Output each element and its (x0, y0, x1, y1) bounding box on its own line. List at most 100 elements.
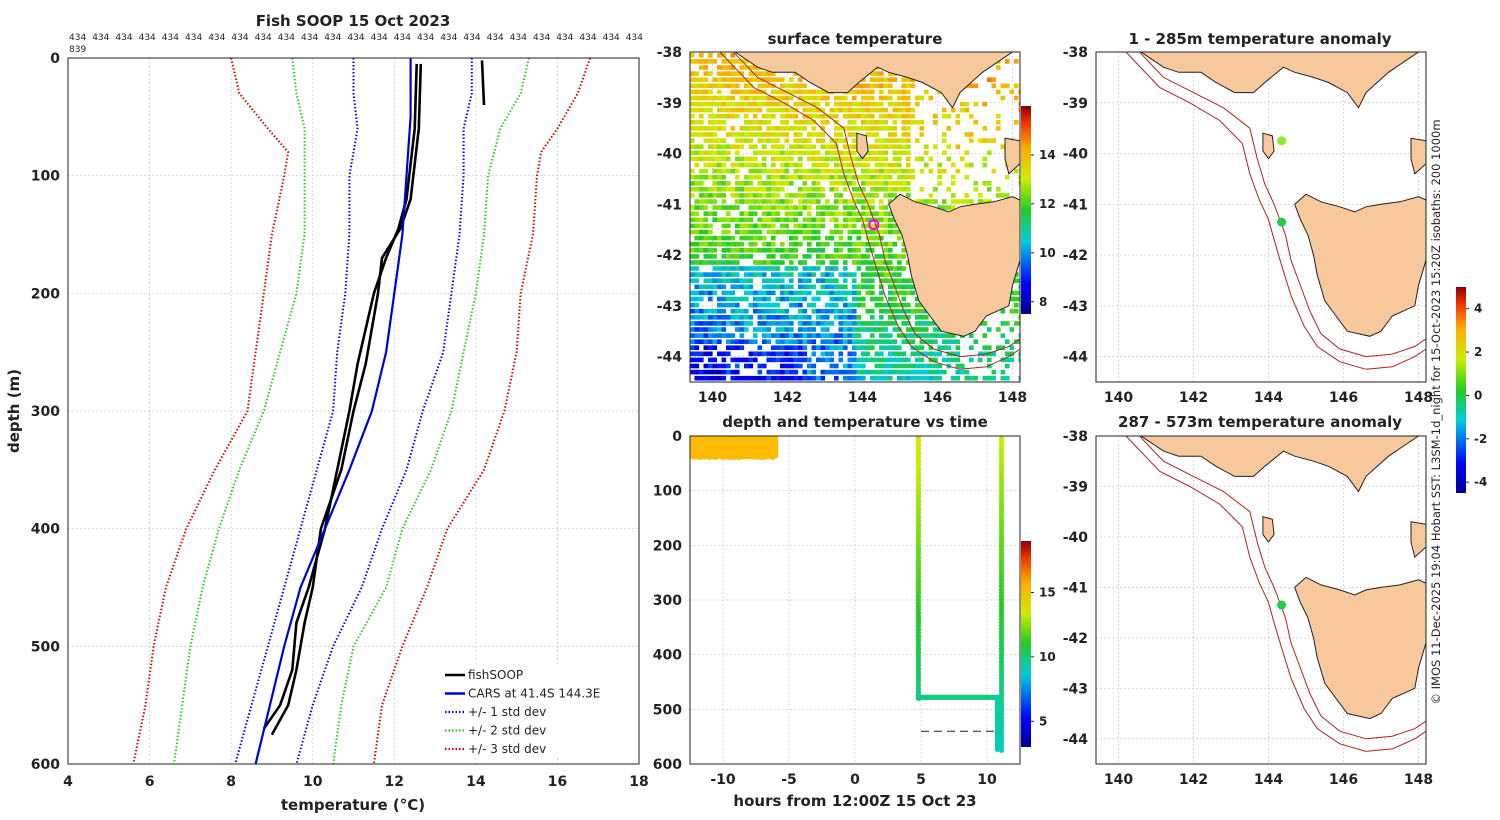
sst-cell (973, 339, 979, 344)
sst-cell (721, 369, 727, 375)
sst-cell (820, 132, 826, 137)
sst-cell (888, 77, 893, 82)
sst-cell (789, 284, 794, 290)
sst-cell (811, 363, 817, 369)
sst-cell (852, 168, 857, 174)
depth-time-title: depth and temperature vs time (722, 413, 988, 431)
header-number: 434 (231, 33, 248, 43)
sst-cell (780, 107, 785, 113)
sst-cell (1009, 290, 1015, 296)
sst-cell (735, 260, 740, 265)
sst-cell (798, 351, 803, 357)
sst-cell (780, 290, 785, 296)
sst-cell (883, 174, 889, 180)
sst-cell (726, 296, 731, 302)
sst-cell (852, 217, 857, 223)
sst-cell (820, 351, 826, 357)
sst-cell (829, 211, 835, 216)
sst-cell (951, 174, 956, 180)
sst-cell (946, 126, 952, 131)
sst-cell (838, 235, 844, 241)
sst-cell (807, 217, 812, 223)
sst-cell (730, 53, 736, 58)
sst-cell (915, 363, 920, 369)
sst-cell (856, 363, 862, 369)
sst-cell (712, 83, 718, 89)
sst-cell (847, 235, 853, 241)
sst-cell (798, 333, 803, 338)
sst-cell (951, 375, 956, 381)
sst-cell (699, 168, 704, 174)
sst-cell (762, 260, 767, 265)
sst-cell (915, 345, 920, 350)
sst-cell (870, 369, 875, 375)
sst-cell (712, 193, 718, 198)
sst-cell (865, 369, 871, 375)
sst-cell (739, 132, 745, 137)
sst-cell (789, 315, 794, 320)
dt-ytick: 200 (653, 538, 682, 554)
sst-cell (753, 47, 758, 52)
sst-cell (708, 339, 713, 344)
series-line (254, 58, 412, 764)
sst-cell (838, 321, 844, 326)
sst-cell (843, 205, 848, 210)
sst-cell (996, 65, 1001, 70)
series-line (372, 58, 592, 764)
sst-cell (951, 193, 956, 198)
sst-cell (829, 107, 835, 113)
sst-cell (766, 211, 772, 216)
sst-cell (915, 357, 920, 363)
sst-cell (712, 290, 718, 296)
sst-cell (874, 150, 880, 156)
sst-cell (744, 95, 749, 101)
sst-cell (712, 95, 718, 101)
sst-cell (888, 113, 893, 119)
sst-cell (798, 174, 803, 180)
sst-cell (690, 95, 695, 101)
sst-cell (712, 199, 718, 204)
sst-cell (721, 321, 727, 326)
sst-cell (883, 272, 889, 277)
sst-cell (775, 168, 781, 174)
sst-cell (690, 107, 695, 113)
sst-cell (726, 181, 731, 186)
sst-cell (933, 375, 938, 381)
sst-cell (973, 83, 979, 89)
sst-cell (726, 150, 731, 156)
sst-cell (726, 333, 731, 338)
sst-cell (712, 260, 718, 265)
sst-cell (906, 321, 911, 326)
sst-cell (852, 339, 857, 344)
sst-cell (991, 83, 997, 89)
sst-cell (888, 284, 893, 290)
sst-cell (726, 254, 731, 259)
sst-cell (816, 296, 821, 302)
sst-cell (888, 351, 893, 357)
sst-cell (870, 168, 875, 174)
sst-cell (1018, 333, 1020, 338)
sst-cell (897, 290, 902, 296)
sst-cell (901, 113, 907, 119)
sst-ytick: -39 (657, 96, 682, 112)
sst-cell (798, 241, 803, 247)
sst-cell (739, 71, 745, 76)
sst-cell (865, 199, 871, 204)
sst-cell (847, 315, 853, 320)
anom1-ytick: -38 (1063, 45, 1088, 61)
sst-cell (838, 162, 844, 168)
sst-cell (820, 272, 826, 277)
anom1-land (1262, 132, 1275, 160)
sst-cell (807, 229, 812, 235)
sst-cell (820, 107, 826, 113)
sst-cell (703, 174, 709, 180)
sst-cell (775, 205, 781, 210)
sst-cell (825, 254, 830, 259)
sst-cell (753, 144, 758, 149)
sst-cell (892, 89, 898, 95)
sst-cell (874, 235, 880, 241)
sst-cell (843, 315, 848, 320)
sst-cell (816, 229, 821, 235)
sst-cell (946, 205, 952, 210)
sst-cell (865, 113, 871, 119)
